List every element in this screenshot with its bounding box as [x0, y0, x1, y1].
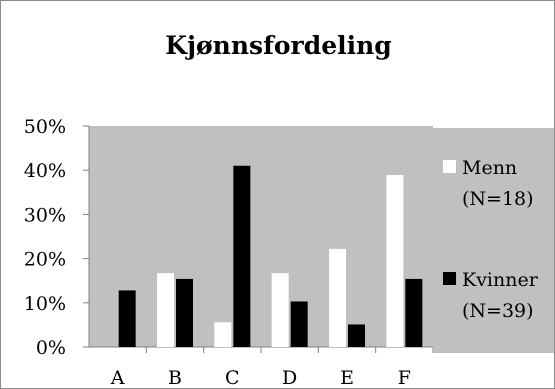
legend-swatch — [443, 272, 456, 285]
y-tick-label: 30% — [24, 204, 66, 226]
plot-area — [89, 126, 433, 347]
bar-menn — [386, 175, 404, 347]
legend-label: Kvinner — [462, 269, 539, 291]
bar-menn — [214, 322, 232, 347]
x-tick-label: D — [282, 367, 297, 389]
y-tick-label: 20% — [24, 249, 66, 271]
legend-swatch — [443, 160, 456, 173]
bar-menn — [271, 273, 289, 347]
bar-kvinner — [290, 301, 308, 347]
y-tick-label: 40% — [24, 160, 66, 182]
legend-label: Menn — [462, 157, 517, 179]
y-tick-label: 50% — [24, 116, 66, 138]
y-tick-label: 10% — [24, 293, 66, 315]
bar-kvinner — [118, 290, 136, 347]
x-tick-label: F — [398, 367, 411, 389]
x-tick-label: A — [110, 367, 125, 389]
bar-kvinner — [348, 324, 365, 347]
chart-title: Kjønnsfordeling — [165, 31, 392, 60]
bar-kvinner — [233, 165, 251, 347]
x-tick-label: E — [340, 367, 354, 389]
x-tick-label: B — [168, 367, 182, 389]
bar-menn — [157, 273, 174, 347]
legend-label: (N=39) — [462, 300, 534, 322]
bar-menn — [329, 248, 346, 347]
bar-kvinner — [405, 278, 423, 347]
x-tick-label: C — [225, 367, 240, 389]
y-tick-label: 0% — [36, 337, 66, 359]
bar-kvinner — [176, 278, 193, 347]
legend-label: (N=18) — [462, 188, 534, 210]
